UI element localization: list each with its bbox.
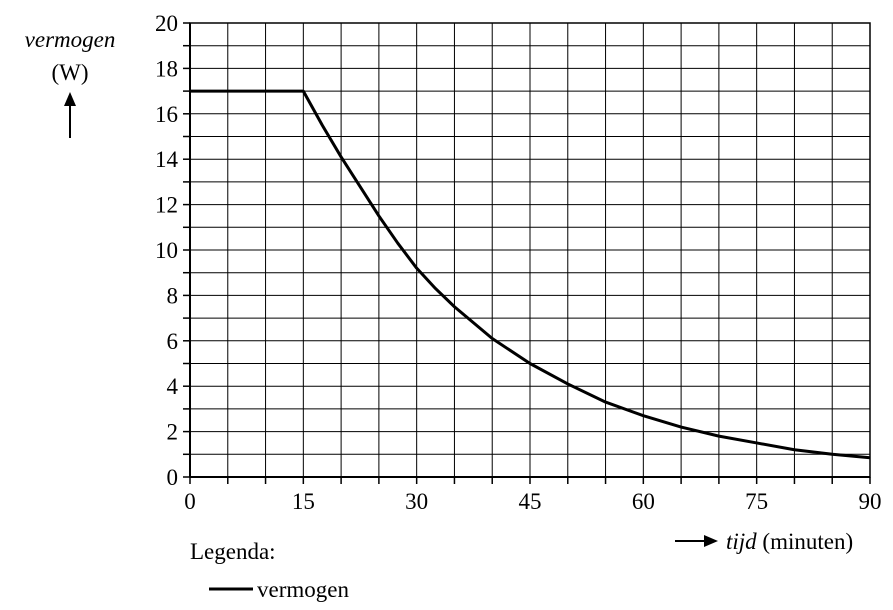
y-tick-label: 12 [155,193,178,218]
y-axis-arrow-icon [64,92,76,138]
x-tick-label: 15 [292,489,315,514]
x-axis-label: tijd (minuten) [726,529,853,554]
y-tick-label: 8 [167,283,179,308]
y-tick-label: 16 [155,102,178,127]
y-tick-label: 4 [167,374,179,399]
x-axis-label-name: tijd [726,529,757,554]
y-tick-label: 10 [155,238,178,263]
y-axis-label-unit: (W) [51,60,88,85]
legend-label: vermogen [257,577,349,602]
x-axis-label-unit: (minuten) [762,529,853,554]
series [190,89,871,460]
y-tick-label: 2 [167,420,179,445]
axes [183,22,871,484]
grid [189,22,871,478]
y-tick-label: 18 [155,56,178,81]
x-tick-label: 30 [405,489,428,514]
x-tick-label: 0 [184,489,196,514]
y-tick-label: 0 [167,465,179,490]
y-tick-label: 6 [167,329,179,354]
y-tick-label: 14 [155,147,179,172]
x-tick-label: 90 [859,489,882,514]
y-axis-label-name: vermogen [25,27,116,52]
x-axis-arrow-icon [675,535,718,547]
y-tick-label: 20 [155,11,178,36]
x-tick-label: 45 [519,489,542,514]
x-tick-label: 75 [745,489,768,514]
legend-title: Legenda: [190,539,276,564]
tick-labels: 0 2 4 6 8 10 12 14 16 18 20 0 15 30 45 60 75 90 [155,11,882,514]
series-line-vermogen [190,89,871,460]
x-tick-label: 60 [632,489,655,514]
